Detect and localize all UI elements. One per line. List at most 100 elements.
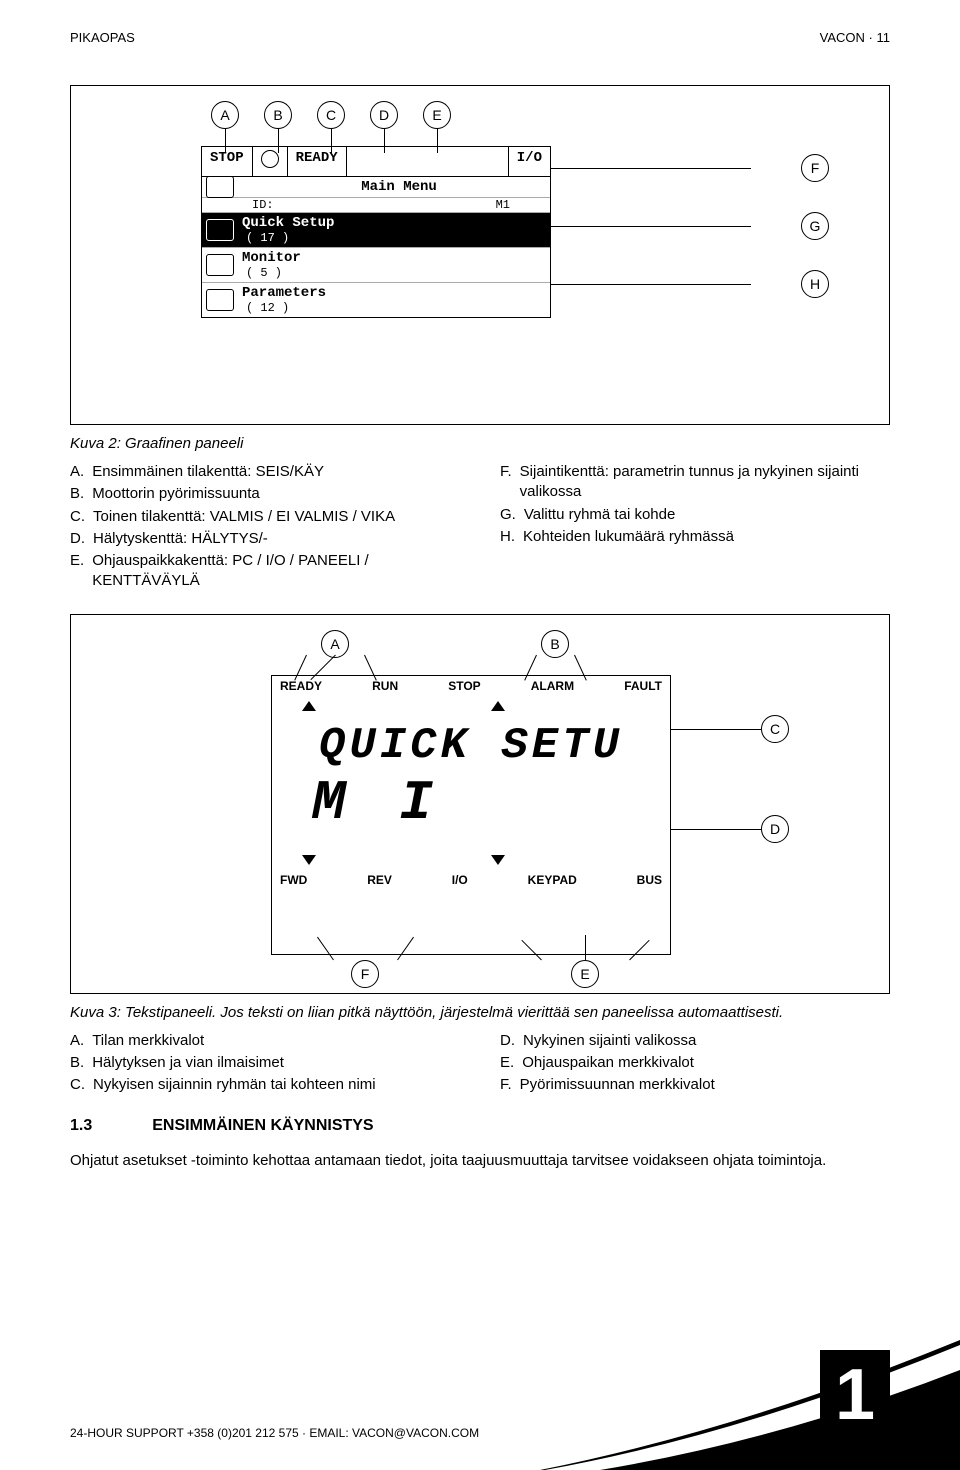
magnify-icon bbox=[206, 254, 234, 276]
figure-caption-2: Kuva 3: Tekstipaneeli. Jos teksti on lii… bbox=[70, 1004, 890, 1021]
panel-top-row: STOP READY I/O bbox=[202, 147, 550, 177]
lcd-stop: STOP bbox=[448, 679, 480, 693]
panel-row-count: ( 5 ) bbox=[246, 266, 301, 280]
list-item: E.Ohjauspaikan merkkivalot bbox=[500, 1053, 890, 1073]
panel-main-menu-row: Main Menu bbox=[202, 177, 550, 198]
list-1-left: A.Ensimmäinen tilakenttä: SEIS/KÄY B.Moo… bbox=[70, 462, 460, 594]
lcd-keypad: KEYPAD bbox=[528, 873, 577, 887]
lcd-top-row: READY RUN STOP ALARM FAULT bbox=[272, 676, 670, 696]
panel-row-title: Quick Setup bbox=[242, 215, 334, 231]
header-right: VACON · 11 bbox=[820, 30, 890, 45]
list-1: A.Ensimmäinen tilakenttä: SEIS/KÄY B.Moo… bbox=[70, 462, 890, 594]
letter-d: D bbox=[370, 101, 398, 129]
panel-graphic-screen: STOP READY I/O Main Menu ID: M1 Quick Se… bbox=[201, 146, 551, 318]
list-item: C.Toinen tilakenttä: VALMIS / EI VALMIS … bbox=[70, 507, 460, 527]
triangle-up-icon bbox=[302, 701, 316, 711]
triangle-down-icon bbox=[302, 855, 316, 865]
list-2-left: A.Tilan merkkivalot B.Hälytyksen ja vian… bbox=[70, 1031, 460, 1098]
rotate-icon bbox=[253, 147, 288, 176]
letter-f: F bbox=[801, 154, 829, 182]
lcd-line-2: M I bbox=[272, 771, 670, 835]
diagram-1: A B C D E F G H STOP READY I/O bbox=[70, 85, 890, 425]
sliders-icon bbox=[206, 219, 234, 241]
letter-e: E bbox=[423, 101, 451, 129]
list-item: E.Ohjauspaikkakenttä: PC / I/O / PANEELI… bbox=[70, 551, 460, 592]
clock-icon bbox=[206, 176, 234, 198]
panel-stop: STOP bbox=[202, 147, 253, 176]
letter-b: B bbox=[264, 101, 292, 129]
lcd-fwd: FWD bbox=[280, 873, 307, 887]
letter-a: A bbox=[211, 101, 239, 129]
lcd-io: I/O bbox=[452, 873, 468, 887]
lcd-bottom-indicators bbox=[272, 850, 670, 870]
header-left: PIKAOPAS bbox=[70, 30, 135, 45]
figure-caption-1: Kuva 2: Graafinen paneeli bbox=[70, 435, 890, 452]
sliders-icon bbox=[206, 289, 234, 311]
list-item: F.Sijaintikenttä: parametrin tunnus ja n… bbox=[500, 462, 890, 503]
list-item: D.Nykyinen sijainti valikossa bbox=[500, 1031, 890, 1051]
leader-line bbox=[671, 729, 761, 730]
letter-f: F bbox=[351, 960, 379, 988]
letter-b: B bbox=[541, 630, 569, 658]
triangle-down-icon bbox=[491, 855, 505, 865]
lcd-text-panel: READY RUN STOP ALARM FAULT QUICK SETU M … bbox=[271, 675, 671, 955]
lcd-line-1: QUICK SETU bbox=[272, 721, 670, 771]
panel-main-menu: Main Menu bbox=[361, 179, 437, 195]
letter-d: D bbox=[761, 815, 789, 843]
letter-a: A bbox=[321, 630, 349, 658]
leader-line bbox=[551, 226, 751, 227]
lcd-ready: READY bbox=[280, 679, 322, 693]
list-item: B.Hälytyksen ja vian ilmaisimet bbox=[70, 1053, 460, 1073]
lcd-top-indicators bbox=[272, 696, 670, 716]
panel-row-monitor: Monitor ( 5 ) bbox=[202, 248, 550, 283]
diagram1-top-letters: A B C D E bbox=[211, 101, 451, 129]
panel-row-quick-setup: Quick Setup ( 17 ) bbox=[202, 213, 550, 248]
list-item: G.Valittu ryhmä tai kohde bbox=[500, 505, 890, 525]
list-1-right: F.Sijaintikenttä: parametrin tunnus ja n… bbox=[500, 462, 890, 594]
list-item: A.Ensimmäinen tilakenttä: SEIS/KÄY bbox=[70, 462, 460, 482]
panel-ready: READY bbox=[288, 147, 347, 176]
footer-support-text: 24-HOUR SUPPORT +358 (0)201 212 575 · EM… bbox=[70, 1426, 479, 1440]
lcd-bottom-row: FWD REV I/O KEYPAD BUS bbox=[272, 870, 670, 890]
list-2-right: D.Nykyinen sijainti valikossa E.Ohjauspa… bbox=[500, 1031, 890, 1098]
panel-row-count: ( 17 ) bbox=[246, 231, 334, 245]
lcd-alarm: ALARM bbox=[531, 679, 574, 693]
leader-line bbox=[551, 284, 751, 285]
section-title: ENSIMMÄINEN KÄYNNISTYS bbox=[152, 1117, 373, 1135]
leader-line bbox=[551, 168, 751, 169]
letter-e: E bbox=[571, 960, 599, 988]
leader-line bbox=[671, 829, 761, 830]
list-item: F.Pyörimissuunnan merkkivalot bbox=[500, 1075, 890, 1095]
page-number: 1 bbox=[820, 1350, 890, 1440]
letter-c: C bbox=[317, 101, 345, 129]
panel-id-row: ID: M1 bbox=[202, 198, 550, 213]
letter-c: C bbox=[761, 715, 789, 743]
list-2: A.Tilan merkkivalot B.Hälytyksen ja vian… bbox=[70, 1031, 890, 1098]
panel-id-value: M1 bbox=[496, 198, 510, 212]
lcd-rev: REV bbox=[367, 873, 392, 887]
panel-row-title: Monitor bbox=[242, 250, 301, 266]
panel-row-parameters: Parameters ( 12 ) bbox=[202, 283, 550, 317]
diagram1-right-letters: F G H bbox=[801, 154, 829, 298]
page-header: PIKAOPAS VACON · 11 bbox=[70, 30, 890, 45]
panel-id-label: ID: bbox=[252, 198, 274, 212]
lcd-run: RUN bbox=[372, 679, 398, 693]
letter-h: H bbox=[801, 270, 829, 298]
list-item: C.Nykyisen sijainnin ryhmän tai kohteen … bbox=[70, 1075, 460, 1095]
panel-io: I/O bbox=[509, 147, 550, 176]
body-paragraph: Ohjatut asetukset -toiminto kehottaa ant… bbox=[70, 1150, 890, 1171]
triangle-up-icon bbox=[491, 701, 505, 711]
list-item: D.Hälytyskenttä: HÄLYTYS/- bbox=[70, 529, 460, 549]
diagram-2: A B C D E F READY RUN STOP ALARM FAULT bbox=[70, 614, 890, 994]
page-footer: 24-HOUR SUPPORT +358 (0)201 212 575 · EM… bbox=[70, 1350, 890, 1440]
panel-row-count: ( 12 ) bbox=[246, 301, 326, 315]
letter-g: G bbox=[801, 212, 829, 240]
list-item: B.Moottorin pyörimissuunta bbox=[70, 484, 460, 504]
panel-row-title: Parameters bbox=[242, 285, 326, 301]
page: PIKAOPAS VACON · 11 A B C D E F G H STOP bbox=[0, 0, 960, 1171]
list-item: A.Tilan merkkivalot bbox=[70, 1031, 460, 1051]
section-number: 1.3 bbox=[70, 1117, 92, 1135]
list-item: H.Kohteiden lukumäärä ryhmässä bbox=[500, 527, 890, 547]
lcd-fault: FAULT bbox=[624, 679, 662, 693]
section-heading: 1.3 ENSIMMÄINEN KÄYNNISTYS bbox=[70, 1117, 890, 1135]
